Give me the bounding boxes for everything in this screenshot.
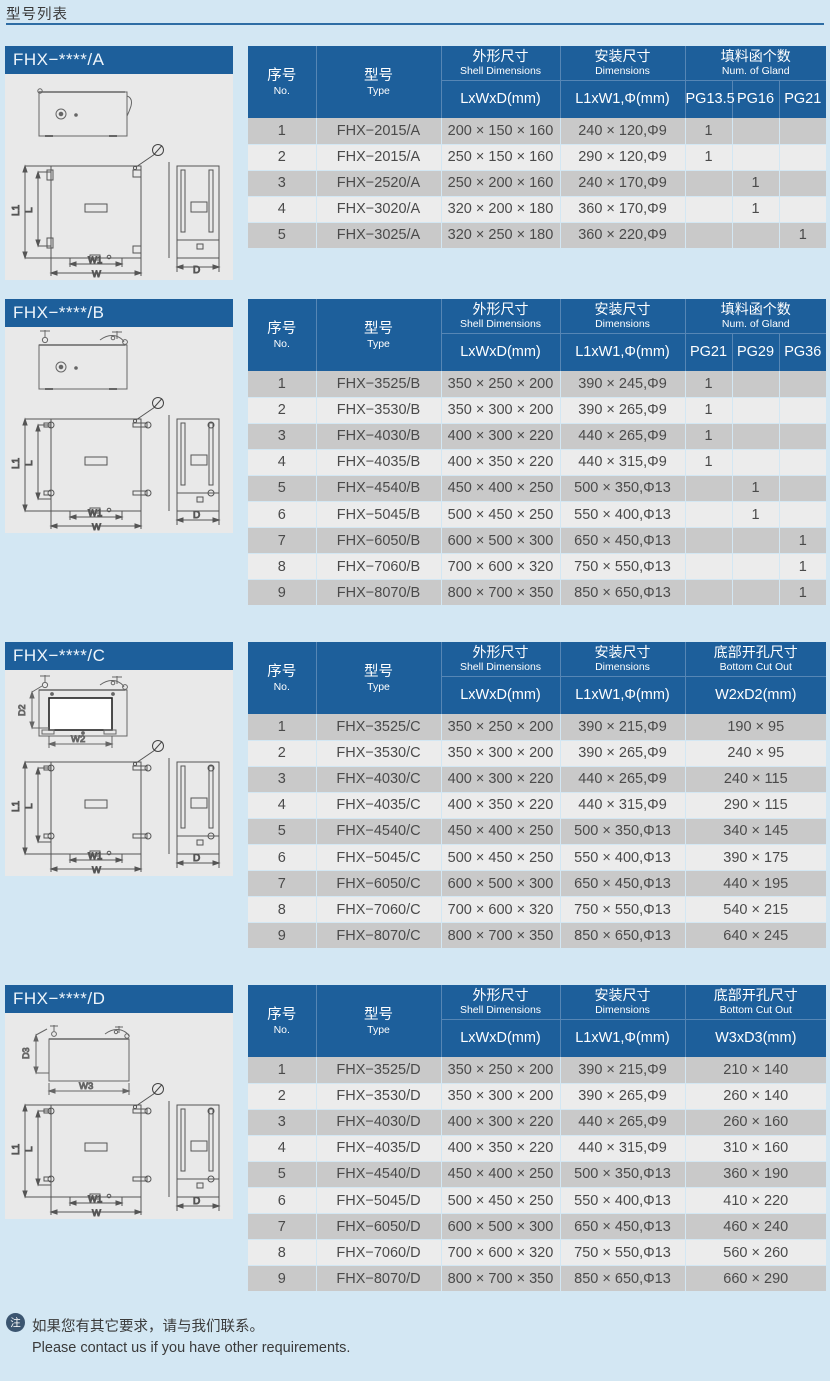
svg-text:W2: W2 [71,734,85,745]
svg-text:W1: W1 [88,255,102,266]
svg-text:W: W [92,522,101,533]
svg-text:L1: L1 [11,204,22,216]
svg-text:L: L [24,803,35,809]
svg-text:D: D [193,510,200,521]
svg-text:W3: W3 [79,1081,93,1092]
svg-text:L1: L1 [11,1143,22,1155]
svg-text:W1: W1 [88,1194,102,1205]
svg-text:D3: D3 [21,1047,31,1059]
svg-text:L1: L1 [11,800,22,812]
svg-text:D: D [193,853,200,864]
svg-text:W1: W1 [88,851,102,862]
svg-text:L: L [24,207,35,213]
svg-text:D: D [193,1196,200,1207]
svg-text:W: W [92,269,101,280]
svg-text:L: L [24,1146,35,1152]
svg-text:D2: D2 [17,704,27,716]
svg-text:L: L [24,460,35,466]
svg-text:W: W [92,865,101,876]
svg-text:W1: W1 [88,508,102,519]
svg-text:W: W [92,1208,101,1219]
svg-text:D: D [193,265,200,276]
svg-text:L1: L1 [11,457,22,469]
